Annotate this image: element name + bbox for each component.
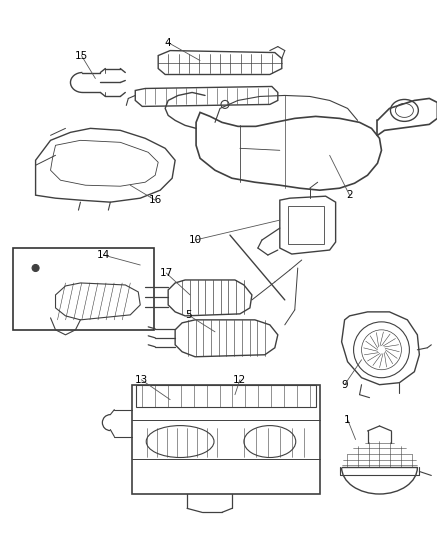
Text: 16: 16 xyxy=(148,195,162,205)
Bar xyxy=(136,385,316,407)
Circle shape xyxy=(32,264,39,271)
Bar xyxy=(132,385,320,495)
Bar xyxy=(288,206,324,244)
Text: 15: 15 xyxy=(75,51,88,61)
Text: 1: 1 xyxy=(344,415,351,425)
Text: 5: 5 xyxy=(185,310,191,320)
Text: 10: 10 xyxy=(188,235,201,245)
Text: 2: 2 xyxy=(346,190,353,200)
Text: 12: 12 xyxy=(233,375,247,385)
Bar xyxy=(13,248,154,330)
Text: 14: 14 xyxy=(97,250,110,260)
Text: 4: 4 xyxy=(165,38,171,47)
Text: 13: 13 xyxy=(134,375,148,385)
Text: 17: 17 xyxy=(159,268,173,278)
Text: 9: 9 xyxy=(341,379,348,390)
